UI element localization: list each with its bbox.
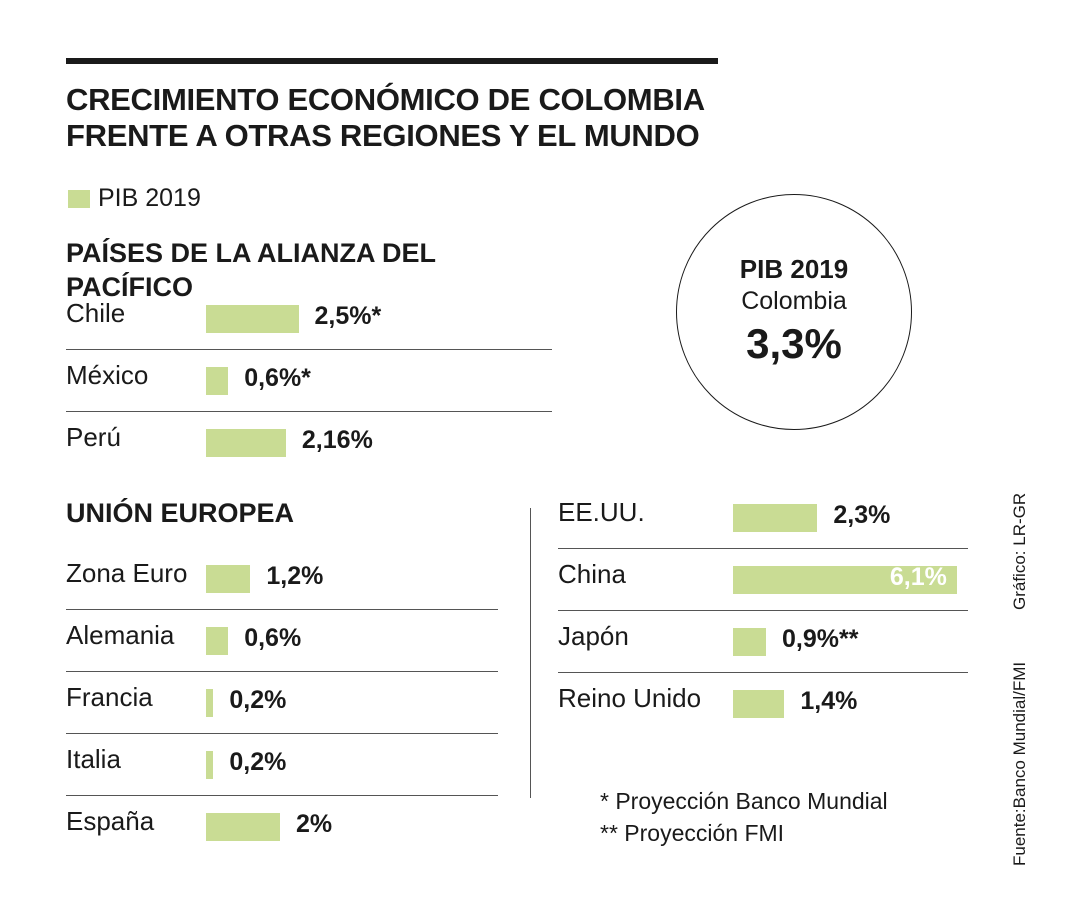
chart-title: CRECIMIENTO ECONÓMICO DE COLOMBIA FRENTE… (66, 82, 766, 154)
row-divider (66, 411, 552, 412)
group-otros: EE.UU. 2,3% China 6,1% Japón 0,9%** Reino Unid… (558, 487, 968, 734)
bar-value-label: 2% (296, 810, 333, 838)
bar-row: Alemania 0,6% (66, 610, 498, 671)
legend-swatch (68, 189, 90, 208)
bar-value-label: 0,6% (244, 624, 302, 652)
country-label: España (66, 806, 155, 836)
bar-row: Italia 0,2% (66, 734, 498, 795)
bar-value-label: 0,2% (229, 748, 287, 776)
country-label: Japón (558, 621, 629, 651)
bar (206, 627, 229, 655)
bar (206, 367, 229, 395)
country-label: Chile (66, 298, 126, 328)
bar-value-label: 1,2% (266, 562, 324, 590)
vertical-divider (530, 508, 531, 798)
bar-row: EE.UU. 2,3% (558, 487, 968, 548)
bar (733, 690, 785, 718)
bar (206, 813, 280, 841)
legend-label: PIB 2019 (98, 184, 201, 212)
country-label: China (558, 559, 626, 589)
note-banco-mundial: * Proyección Banco Mundial (600, 788, 888, 814)
group-union-europea: UNIÓN EUROPEA Zona Euro 1,2% Alemania 0,6% F… (66, 496, 498, 857)
circle-value: 3,3% (746, 320, 842, 367)
country-label: México (66, 360, 149, 390)
country-label: Alemania (66, 620, 175, 650)
country-label: EE.UU. (558, 497, 645, 527)
row-divider (66, 671, 498, 672)
bar-value-label: 0,9%** (782, 625, 859, 653)
row-divider (66, 609, 498, 610)
bar-row: Perú 2,16% (66, 412, 552, 473)
bar-value-label: 0,6%* (244, 364, 311, 392)
bar-value-label: 2,5%* (314, 302, 382, 330)
group-rows: EE.UU. 2,3% China 6,1% Japón 0,9%** Reino Unid… (558, 487, 968, 734)
source-label: Fuente:Banco Mundial/FMI (1010, 661, 1029, 866)
bar-row: Reino Unido 1,4% (558, 673, 968, 734)
bar-row: Japón 0,9%** (558, 611, 968, 672)
bar-value-label: 2,16% (301, 426, 373, 454)
bar-value-label: 6,1% (889, 563, 947, 591)
bar (206, 305, 299, 333)
top-rule (66, 58, 718, 64)
row-divider (558, 672, 968, 673)
chart-title-line2: FRENTE A OTRAS REGIONES Y EL MUNDO (66, 118, 700, 153)
row-divider (558, 548, 968, 549)
bar (206, 751, 214, 779)
legend: PIB 2019 (68, 184, 201, 213)
bar-row: España 2% (66, 796, 498, 857)
bar (733, 566, 957, 594)
bar-row: México 0,6%* (66, 350, 552, 411)
country-label: Francia (66, 682, 153, 712)
group-rows: Chile 2,5%* México 0,6%* Perú 2,16% (66, 288, 552, 473)
row-divider (66, 349, 552, 350)
bar-value-label: 0,2% (229, 686, 287, 714)
bar-value-label: 2,3% (833, 501, 891, 529)
bar-value-label: 1,4% (800, 687, 858, 715)
bar (733, 504, 818, 532)
bar-row: Zona Euro 1,2% (66, 548, 498, 609)
bar (206, 429, 286, 457)
bar (206, 689, 214, 717)
country-label: Reino Unido (558, 683, 702, 713)
bar-row: China 6,1% (558, 549, 968, 610)
credit-label: Gráfico: LR-GR (1010, 492, 1029, 610)
bar-row: Francia 0,2% (66, 672, 498, 733)
chart-title-line1: CRECIMIENTO ECONÓMICO DE COLOMBIA (66, 82, 705, 117)
country-label: Perú (66, 422, 121, 452)
group-title: PAÍSES DE LA ALIANZA DEL PACÍFICO (66, 238, 436, 302)
bar (206, 565, 251, 593)
row-divider (558, 610, 968, 611)
bar-row: Chile 2,5%* (66, 288, 552, 349)
group-title: UNIÓN EUROPEA (66, 498, 295, 528)
country-label: Italia (66, 744, 121, 774)
bar (733, 628, 767, 656)
note-fmi: ** Proyección FMI (600, 820, 785, 846)
group-alianza-pacifico: PAÍSES DE LA ALIANZA DEL PACÍFICO Chile 2… (66, 236, 552, 473)
row-divider (66, 795, 498, 796)
pib-colombia-circle (676, 194, 912, 430)
row-divider (66, 733, 498, 734)
country-label: Zona Euro (66, 558, 188, 588)
circle-subtitle: Colombia (741, 287, 847, 315)
group-rows: Zona Euro 1,2% Alemania 0,6% Francia 0,2% Ital… (66, 548, 498, 857)
circle-title: PIB 2019 (739, 254, 849, 284)
